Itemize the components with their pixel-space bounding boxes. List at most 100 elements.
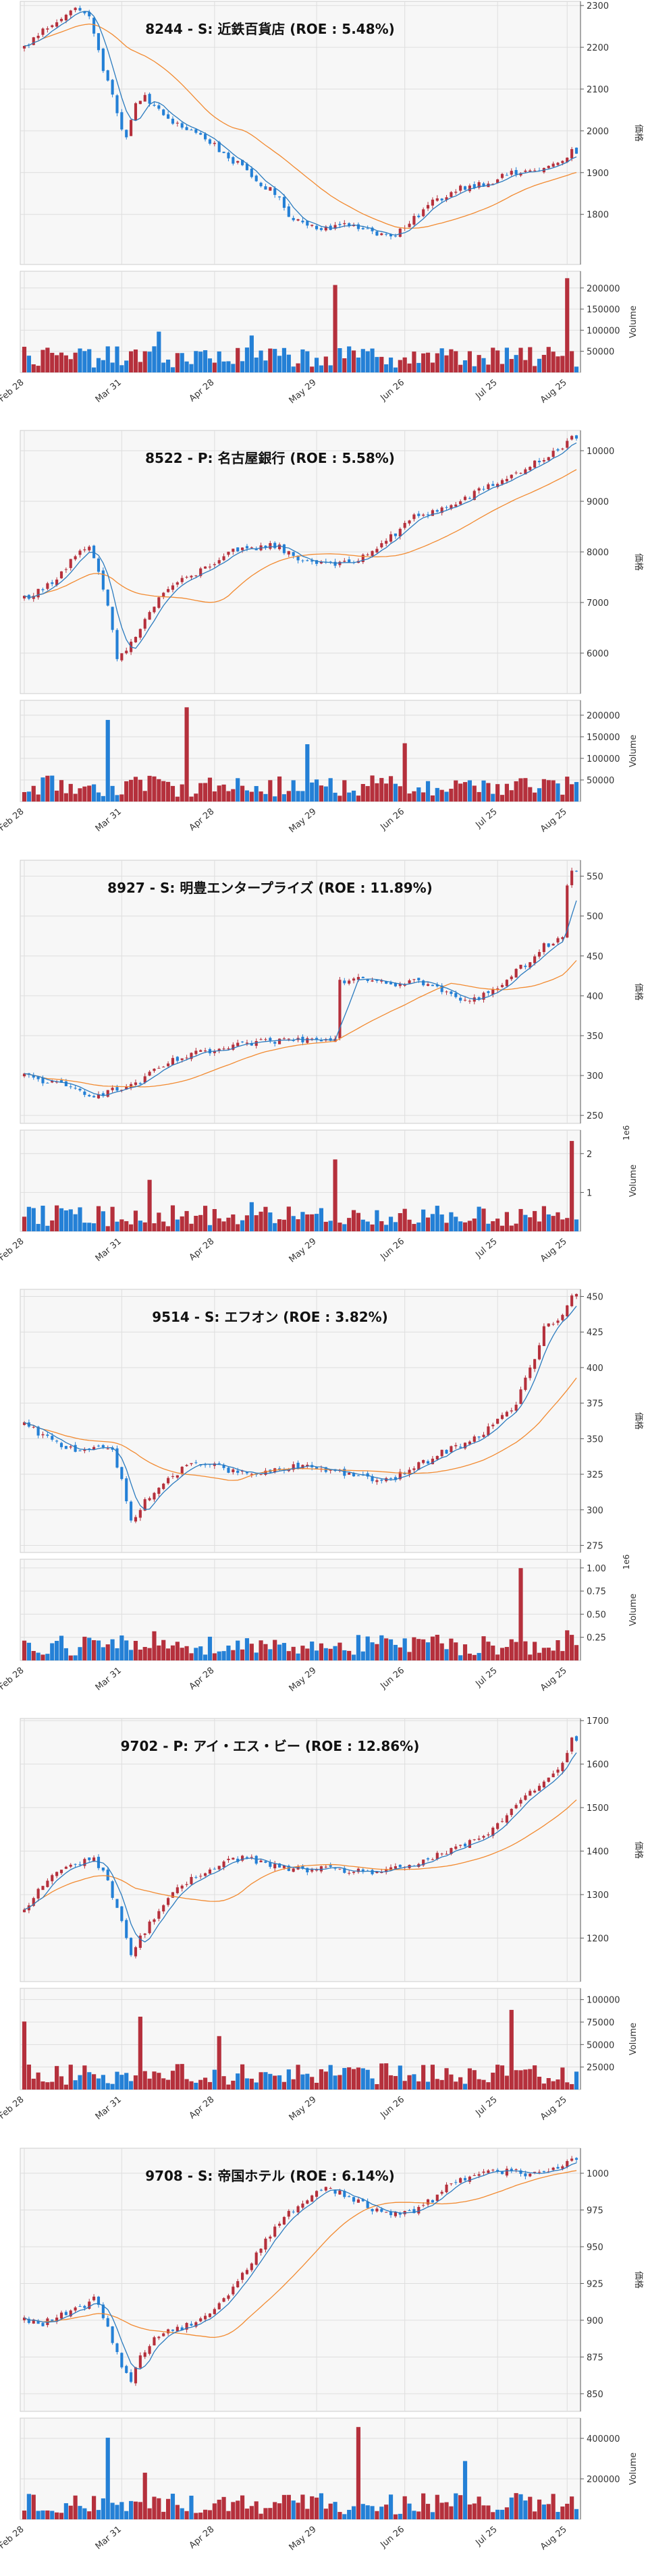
candle [459, 184, 462, 194]
candle [514, 2168, 518, 2173]
stock-chart-4: Feb 28 Mar 31 Apr 28 May 29 Jun 26 Jul 25 Aug … [0, 1717, 644, 2123]
candle [227, 151, 230, 162]
x-tick-label: Feb 28 [0, 2524, 26, 2551]
volume-bar [384, 2063, 389, 2090]
volume-bar [523, 1641, 528, 1660]
candle [213, 1048, 216, 1056]
volume-bar [481, 358, 486, 372]
volume-bar [314, 358, 319, 372]
volume-bar [115, 346, 119, 372]
volume-bar [194, 1215, 198, 1231]
candle [241, 1040, 244, 1043]
candle [148, 611, 151, 620]
candle [259, 181, 263, 188]
candle [259, 1037, 263, 1040]
candle [306, 1868, 309, 1876]
candle [361, 1868, 364, 1874]
volume-tick-label: 100000 [587, 326, 620, 336]
volume-bar [430, 2511, 435, 2519]
candle [125, 648, 128, 655]
volume-bar [533, 2511, 537, 2519]
candle [380, 540, 383, 549]
volume-bar [101, 360, 105, 372]
candle [111, 2326, 114, 2345]
candle [500, 173, 504, 180]
candle [213, 140, 216, 146]
volume-bar [55, 1640, 59, 1660]
y-tick-label: 2000 [587, 127, 609, 137]
volume-bar [504, 1212, 509, 1231]
volume-bar [435, 2494, 439, 2519]
candle [64, 1866, 68, 1870]
candle [440, 982, 443, 995]
candle [477, 1436, 481, 1440]
candle [510, 1407, 513, 1413]
candle [106, 69, 109, 82]
candle [51, 1874, 54, 1885]
candle [519, 2168, 522, 2177]
volume-tick-label: 50000 [587, 2041, 614, 2051]
y-tick-label: 1300 [587, 1891, 609, 1901]
candle [375, 230, 379, 236]
volume-bar [574, 366, 579, 372]
candle [529, 1364, 532, 1381]
volume-bar [533, 366, 537, 372]
volume-bar [305, 2508, 310, 2519]
candle [153, 607, 156, 614]
volume-bar [26, 2493, 31, 2519]
candle [487, 990, 490, 996]
volume-bar [259, 1211, 263, 1231]
candle [348, 2194, 351, 2197]
candle [459, 995, 462, 1003]
volume-bar [518, 778, 523, 802]
candle [417, 213, 421, 219]
volume-bar [281, 347, 287, 372]
volume-bar [26, 1642, 31, 1660]
volume-bar [138, 2017, 142, 2090]
volume-bar [412, 352, 416, 372]
volume-bar [244, 347, 250, 372]
candle [310, 1868, 314, 1874]
volume-bar [101, 1647, 105, 1660]
volume-bar [425, 2081, 431, 2090]
candle [157, 2335, 161, 2340]
volume-bar [63, 2084, 68, 2090]
volume-bar [384, 364, 389, 372]
volume-bar [365, 786, 370, 802]
volume-axis-label: Volume [628, 306, 639, 338]
volume-bar [198, 1646, 203, 1660]
volume-bar [481, 1636, 486, 1660]
volume-bar [110, 2502, 115, 2519]
volume-bar [244, 1637, 250, 1660]
volume-bar [495, 784, 500, 802]
volume-bar [333, 1159, 338, 1231]
candle [41, 2322, 45, 2326]
candle [241, 2271, 244, 2283]
candle [463, 997, 467, 1002]
volume-bar [342, 358, 347, 372]
candle [282, 194, 286, 211]
volume-bar [217, 2036, 221, 2090]
volume-bar [166, 1648, 171, 1660]
volume-bar [310, 2496, 315, 2519]
volume-bar [105, 1644, 110, 1660]
candle [273, 1861, 277, 1872]
volume-bar [523, 360, 528, 372]
candle [496, 482, 500, 489]
volume-bar [286, 1651, 291, 1660]
candle [440, 506, 443, 516]
volume-bar [259, 1640, 263, 1660]
volume-bar [101, 1210, 105, 1231]
volume-bar [430, 795, 435, 802]
volume-bar [347, 1217, 352, 1231]
candle [273, 2224, 277, 2238]
volume-bar [194, 1648, 198, 1660]
volume-bar [119, 365, 124, 372]
candle [496, 986, 500, 992]
volume-bar [296, 2502, 300, 2519]
candle [445, 1851, 448, 1855]
volume-bar [338, 1222, 342, 1231]
volume-bar [115, 1221, 119, 1231]
x-tick-label: Jun 26 [378, 1665, 406, 1691]
candle [69, 1863, 72, 1869]
